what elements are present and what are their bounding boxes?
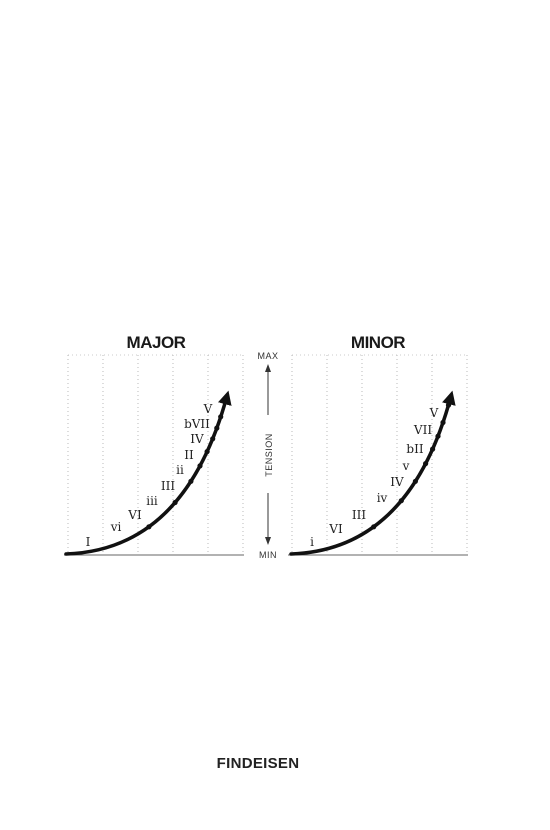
major-chord-label-ii: ii [176, 463, 184, 477]
minor-title: MINOR [351, 333, 405, 352]
minor-chord-dots [371, 402, 452, 530]
major-chord-label-iii: III [161, 479, 175, 493]
major-chord-dot-vi [146, 524, 152, 530]
minor-chord-dot-bii [435, 433, 441, 439]
minor-chord-dot-iv [412, 478, 418, 484]
minor-chord-label-iv: IV [390, 475, 404, 489]
minor-chord-dot-vi [371, 524, 377, 530]
major-chord-label-i: I [86, 535, 91, 549]
major-chord-label-iii: iii [146, 494, 158, 508]
brand-logo: FINDEISEN [217, 755, 300, 772]
minor-chord-label-iii: III [352, 508, 366, 522]
tension-scale: MAX TENSION MIN [257, 351, 278, 560]
minor-grid [288, 354, 468, 556]
minor-chord-dot-v [430, 446, 436, 452]
major-chord-label-vi: VI [127, 508, 142, 522]
minor-chord-dot-iii [398, 498, 404, 504]
major-chord-dot-ii [204, 449, 210, 455]
major-chord-dot-bvii [218, 414, 224, 420]
major-chord-label-bvii: bVII [184, 417, 210, 431]
major-chord-label-iv: IV [190, 432, 204, 446]
major-chord-dot-v [222, 399, 228, 405]
major-chord-label-ii: II [184, 448, 194, 462]
minor-chord-dot-v [445, 402, 452, 408]
major-chord-dot-iv [214, 425, 220, 431]
minor-chord-label-vi: VI [328, 522, 343, 536]
min-label: MIN [259, 550, 277, 560]
tension-label: TENSION [264, 433, 274, 477]
minor-chord-label-iv: iv [377, 491, 388, 505]
minor-chord-label-v: V [429, 406, 439, 420]
major-chord-dot-iii [197, 463, 203, 469]
major-chord-dots [146, 399, 228, 530]
up-arrow-icon [265, 364, 271, 372]
minor-chord-label-bii: bII [406, 442, 423, 456]
major-grid [64, 354, 244, 556]
major-title: MAJOR [127, 333, 186, 352]
minor-chord-label-vii: VII [413, 423, 432, 437]
minor-chord-dot-vii [440, 419, 446, 426]
minor-chord-label-i: i [310, 535, 314, 549]
major-tension-curve [64, 390, 232, 556]
minor-tension-curve [289, 390, 456, 556]
minor-chord-dot-iv [423, 461, 429, 467]
down-arrow-icon [265, 537, 271, 545]
max-label: MAX [257, 351, 278, 361]
major-chord-dot-vi [172, 499, 178, 506]
minor-chord-label-v: v [402, 459, 410, 473]
major-chord-label-v: V [203, 402, 213, 416]
major-chord-dot-ii [210, 436, 216, 442]
major-chord-dot-iii [188, 478, 194, 484]
major-chord-label-vi: vi [110, 520, 122, 534]
